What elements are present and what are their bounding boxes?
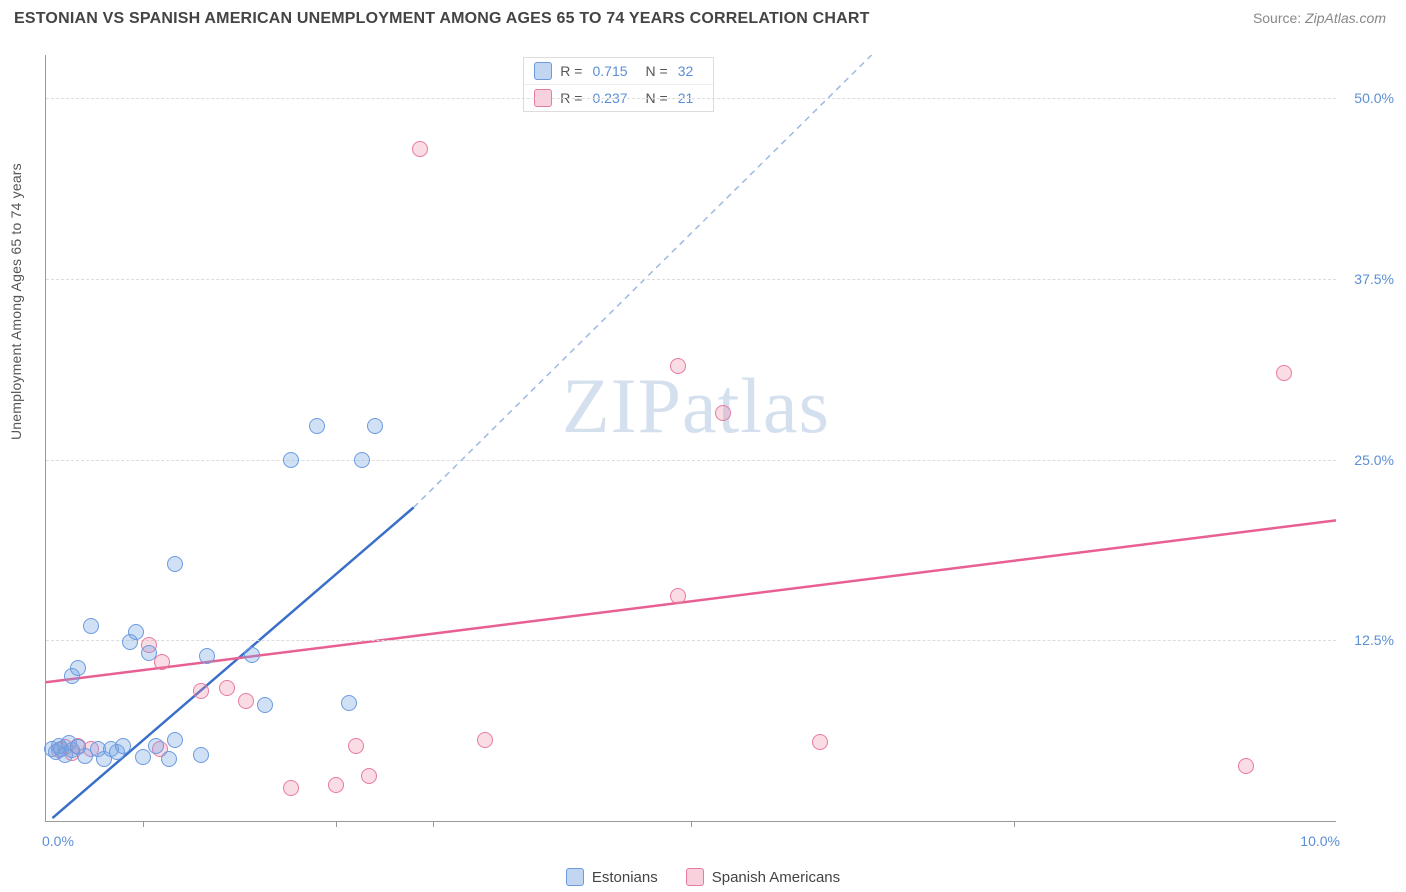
watermark: ZIPatlas: [562, 361, 830, 451]
data-point-pink[interactable]: [361, 768, 377, 784]
legend-item-estonians[interactable]: Estonians: [566, 868, 658, 886]
data-point-blue[interactable]: [244, 647, 260, 663]
data-point-blue[interactable]: [70, 660, 86, 676]
data-point-blue[interactable]: [167, 732, 183, 748]
chart-title: ESTONIAN VS SPANISH AMERICAN UNEMPLOYMEN…: [14, 10, 870, 28]
scatter-plot: ZIPatlas R = 0.715 N = 32 R = 0.237 N = …: [45, 55, 1336, 822]
y-tick-label: 12.5%: [1344, 632, 1394, 648]
gridline: [46, 640, 1336, 641]
gridline: [46, 279, 1336, 280]
data-point-pink[interactable]: [812, 734, 828, 750]
swatch-estonians-icon: [566, 868, 584, 886]
y-tick-label: 37.5%: [1344, 271, 1394, 287]
x-tick-mark: [336, 821, 337, 827]
data-point-blue[interactable]: [135, 749, 151, 765]
data-point-pink[interactable]: [238, 693, 254, 709]
data-point-pink[interactable]: [477, 732, 493, 748]
data-point-blue[interactable]: [257, 697, 273, 713]
x-tick-min: 0.0%: [42, 833, 74, 849]
correlation-stats-box: R = 0.715 N = 32 R = 0.237 N = 21: [523, 57, 714, 112]
data-point-blue[interactable]: [115, 738, 131, 754]
data-point-blue[interactable]: [341, 695, 357, 711]
data-point-blue[interactable]: [141, 645, 157, 661]
data-point-blue[interactable]: [367, 418, 383, 434]
legend-label-estonians: Estonians: [592, 869, 658, 886]
y-tick-label: 50.0%: [1344, 90, 1394, 106]
data-point-blue[interactable]: [199, 648, 215, 664]
n-value-estonians: 32: [678, 63, 694, 79]
data-point-blue[interactable]: [161, 751, 177, 767]
data-point-blue[interactable]: [128, 624, 144, 640]
data-point-blue[interactable]: [167, 556, 183, 572]
data-point-pink[interactable]: [283, 780, 299, 796]
data-point-pink[interactable]: [219, 680, 235, 696]
x-tick-mark: [691, 821, 692, 827]
data-point-pink[interactable]: [670, 358, 686, 374]
n-label: N =: [646, 63, 668, 79]
legend: Estonians Spanish Americans: [0, 868, 1406, 886]
data-point-blue[interactable]: [283, 452, 299, 468]
legend-item-spanish[interactable]: Spanish Americans: [686, 868, 840, 886]
data-point-blue[interactable]: [83, 618, 99, 634]
gridline: [46, 460, 1336, 461]
source-attribution: Source: ZipAtlas.com: [1253, 10, 1386, 26]
data-point-pink[interactable]: [328, 777, 344, 793]
data-point-pink[interactable]: [1276, 365, 1292, 381]
data-point-blue[interactable]: [309, 418, 325, 434]
r-value-estonians: 0.715: [592, 63, 627, 79]
data-point-pink[interactable]: [348, 738, 364, 754]
data-point-pink[interactable]: [193, 683, 209, 699]
data-point-blue[interactable]: [193, 747, 209, 763]
gridline: [46, 98, 1336, 99]
r-label: R =: [560, 63, 582, 79]
data-point-blue[interactable]: [354, 452, 370, 468]
y-axis-label: Unemployment Among Ages 65 to 74 years: [8, 163, 24, 440]
x-tick-mark: [433, 821, 434, 827]
swatch-estonians-icon: [534, 62, 552, 80]
watermark-part1: ZIP: [562, 362, 682, 449]
data-point-pink[interactable]: [670, 588, 686, 604]
source-link[interactable]: ZipAtlas.com: [1305, 10, 1386, 26]
data-point-blue[interactable]: [148, 738, 164, 754]
x-tick-mark: [1014, 821, 1015, 827]
stats-row-estonians: R = 0.715 N = 32: [524, 58, 713, 84]
swatch-spanish-icon: [686, 868, 704, 886]
x-tick-max: 10.0%: [1300, 833, 1340, 849]
x-tick-mark: [143, 821, 144, 827]
y-tick-label: 25.0%: [1344, 452, 1394, 468]
data-point-pink[interactable]: [715, 405, 731, 421]
data-point-pink[interactable]: [1238, 758, 1254, 774]
legend-label-spanish: Spanish Americans: [712, 869, 840, 886]
watermark-part2: atlas: [682, 362, 830, 449]
source-label: Source:: [1253, 10, 1301, 26]
data-point-pink[interactable]: [412, 141, 428, 157]
